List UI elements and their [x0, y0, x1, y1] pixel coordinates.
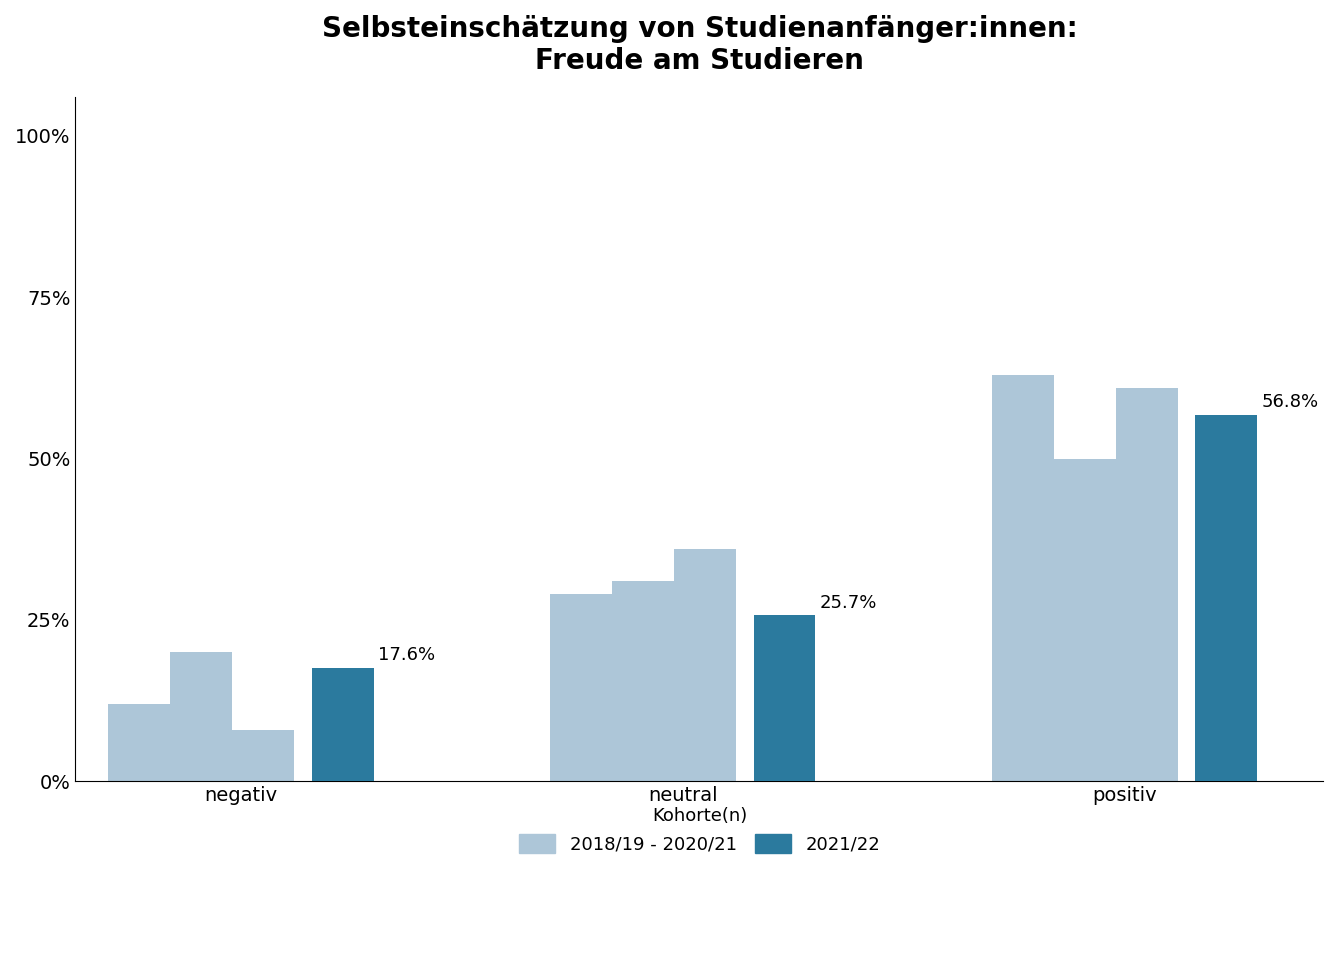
Bar: [612, 581, 675, 781]
Bar: [1195, 415, 1257, 781]
Bar: [550, 594, 612, 781]
Bar: [171, 652, 233, 781]
Bar: [1054, 459, 1116, 781]
Bar: [233, 730, 294, 781]
Text: 56.8%: 56.8%: [1262, 394, 1318, 412]
Bar: [754, 615, 816, 781]
Text: 17.6%: 17.6%: [378, 646, 435, 664]
Bar: [992, 374, 1054, 781]
Bar: [1116, 388, 1177, 781]
Text: 25.7%: 25.7%: [820, 594, 878, 612]
Title: Selbsteinschätzung von Studienanfänger:innen:
Freude am Studieren: Selbsteinschätzung von Studienanfänger:i…: [321, 15, 1078, 76]
Bar: [675, 549, 737, 781]
Bar: [109, 704, 171, 781]
Bar: [312, 667, 374, 781]
Legend: 2018/19 - 2020/21, 2021/22: 2018/19 - 2020/21, 2021/22: [512, 801, 887, 861]
